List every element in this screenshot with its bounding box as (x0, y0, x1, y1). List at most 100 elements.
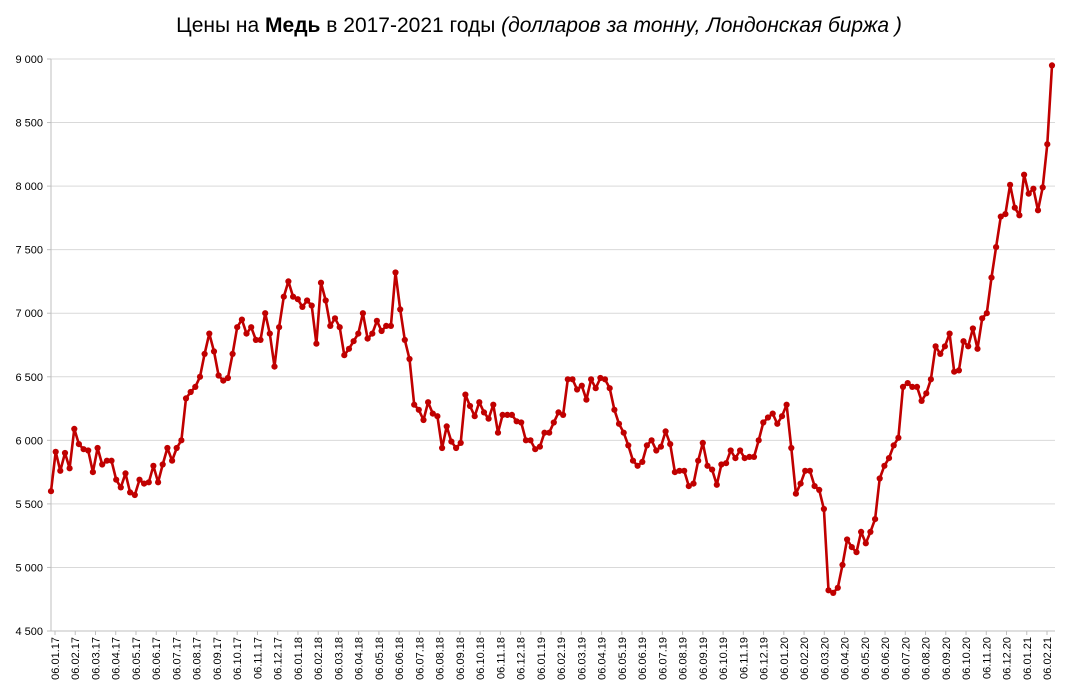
data-point (266, 330, 273, 337)
y-tick-label: 8 000 (15, 181, 43, 193)
data-point (541, 429, 548, 436)
data-point (681, 467, 688, 474)
x-tick-label: 06.05.18 (374, 637, 386, 680)
data-point (653, 447, 660, 454)
data-point (448, 438, 455, 445)
x-tick-label: 06.06.17 (151, 637, 163, 680)
x-tick-label: 06.04.20 (840, 637, 852, 680)
x-tick-label: 06.02.20 (799, 637, 811, 680)
data-point (899, 383, 907, 390)
data-point (890, 442, 897, 449)
title-bold: Медь (265, 14, 321, 37)
data-point (527, 437, 534, 444)
data-point (685, 483, 692, 490)
data-point (425, 399, 432, 406)
data-point (94, 444, 101, 452)
data-point (52, 448, 59, 455)
data-point (224, 374, 231, 382)
data-point (816, 486, 823, 493)
data-point (620, 429, 627, 436)
y-tick-label: 9 000 (15, 54, 43, 66)
x-tick-label: 06.11.18 (495, 637, 507, 679)
chart-title: Цены на Медь в 2017-2021 годы (долларов … (0, 14, 1078, 38)
data-point (760, 419, 767, 426)
data-point (876, 475, 883, 482)
data-point (485, 415, 492, 422)
data-point (764, 414, 772, 421)
data-point (136, 476, 143, 483)
data-point (122, 470, 129, 477)
data-point (117, 484, 124, 491)
data-point (66, 465, 73, 472)
data-point (462, 391, 469, 398)
data-point (336, 324, 343, 331)
data-point (755, 437, 762, 444)
x-tick-label: 06.10.19 (718, 637, 730, 680)
data-point (304, 297, 311, 304)
data-point (359, 310, 366, 317)
data-point (848, 544, 855, 551)
data-point (378, 327, 385, 335)
data-point (732, 455, 739, 462)
data-point (201, 350, 208, 357)
data-point (885, 455, 893, 462)
data-point (937, 350, 944, 357)
x-tick-label: 06.09.18 (455, 637, 467, 680)
x-tick-label: 06.08.19 (678, 637, 690, 680)
data-point (220, 377, 227, 384)
x-tick-label: 06.02.18 (313, 637, 325, 680)
data-point (387, 322, 394, 329)
title-part-2: в 2017-2021 годы (320, 14, 502, 37)
data-point (778, 413, 786, 420)
data-point (792, 490, 800, 497)
data-point (825, 587, 832, 594)
data-point (1011, 204, 1018, 211)
data-point (415, 406, 422, 413)
data-point (164, 444, 171, 452)
data-point (946, 330, 953, 337)
data-point (960, 338, 967, 345)
data-point (550, 419, 557, 426)
y-tick-label: 4 500 (15, 626, 43, 638)
data-point (494, 429, 502, 436)
x-tick-label: 06.07.17 (171, 637, 183, 680)
data-point (276, 324, 283, 331)
data-point (927, 376, 935, 383)
data-point (881, 462, 888, 469)
x-tick-label: 06.05.17 (131, 637, 143, 680)
data-point (420, 416, 427, 424)
data-point (313, 340, 320, 347)
y-tick-label: 8 500 (15, 118, 43, 130)
x-tick-label: 06.03.20 (819, 637, 831, 680)
data-point (75, 441, 82, 448)
data-point (99, 461, 106, 468)
data-point (997, 213, 1004, 220)
data-point (471, 413, 478, 420)
data-point (229, 350, 236, 357)
data-point (504, 411, 511, 418)
data-point (89, 469, 96, 476)
data-point (1016, 212, 1023, 219)
data-point (1044, 141, 1051, 148)
data-point (355, 330, 362, 337)
data-point (769, 410, 776, 417)
data-point (723, 460, 730, 467)
data-point (629, 457, 637, 464)
data-point (466, 402, 474, 410)
x-tick-label: 06.06.19 (637, 637, 649, 680)
data-point (895, 434, 902, 441)
data-point (872, 516, 879, 523)
data-point (434, 413, 441, 420)
data-point (746, 453, 753, 460)
data-point (932, 343, 939, 350)
data-point (248, 324, 255, 331)
data-point (490, 401, 497, 408)
data-point (806, 467, 814, 474)
x-tick-label: 06.09.17 (212, 637, 224, 680)
data-point (727, 447, 734, 454)
data-point (392, 269, 399, 276)
data-point (257, 336, 264, 343)
data-point (1039, 184, 1046, 191)
data-point (993, 244, 1000, 251)
x-tick-label: 06.01.21 (1022, 637, 1034, 680)
